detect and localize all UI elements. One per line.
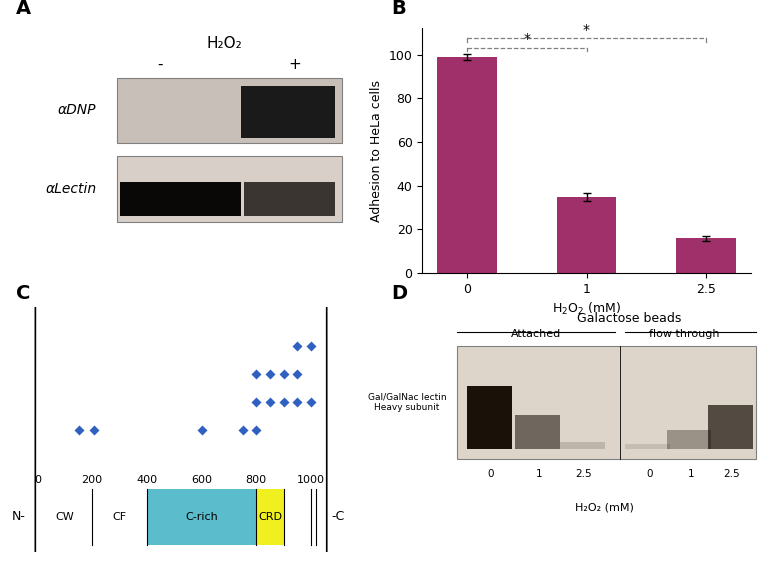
Bar [437,57,497,273]
Text: +: + [289,57,301,72]
FancyBboxPatch shape [457,347,756,459]
Bar [147,489,256,545]
FancyBboxPatch shape [626,444,670,449]
FancyBboxPatch shape [35,0,327,569]
Text: Galactose beads: Galactose beads [576,312,681,325]
Text: 1000: 1000 [297,475,325,485]
FancyBboxPatch shape [515,415,560,449]
Text: 0: 0 [646,469,653,479]
FancyBboxPatch shape [117,156,342,222]
Text: flow through: flow through [648,329,719,339]
Text: 2.5: 2.5 [576,469,592,479]
Text: A: A [16,0,30,18]
FancyBboxPatch shape [708,405,752,449]
Text: 800: 800 [246,475,267,485]
Text: H₂O₂: H₂O₂ [206,36,242,51]
FancyBboxPatch shape [241,85,335,138]
Text: αDNP: αDNP [58,104,96,117]
X-axis label: H$_2$O$_2$ (mM): H$_2$O$_2$ (mM) [552,302,621,318]
Text: 2.5: 2.5 [723,469,741,479]
Text: CW: CW [56,512,74,522]
Text: CRD: CRD [258,512,282,522]
FancyBboxPatch shape [244,183,335,216]
Text: 200: 200 [81,475,102,485]
Text: *: * [523,32,530,46]
Text: 1: 1 [536,469,543,479]
Text: N-: N- [11,510,25,523]
Text: Gal/GalNac lectin
Heavy subunit: Gal/GalNac lectin Heavy subunit [368,393,447,413]
Text: 1: 1 [687,469,694,479]
Text: H₂O₂ (mM): H₂O₂ (mM) [576,503,634,513]
Text: 0: 0 [34,475,41,485]
Text: B: B [391,0,406,18]
FancyBboxPatch shape [560,442,604,449]
Text: 400: 400 [136,475,157,485]
Text: D: D [391,284,407,303]
Bar [676,238,736,273]
Bar [557,197,616,273]
Text: 600: 600 [191,475,212,485]
Text: -: - [157,57,163,72]
Text: Attached: Attached [511,329,561,339]
Text: C-rich: C-rich [185,512,218,522]
Text: αLectin: αLectin [45,182,96,196]
FancyBboxPatch shape [666,430,712,449]
Text: 0: 0 [488,469,494,479]
FancyBboxPatch shape [467,386,511,449]
FancyBboxPatch shape [117,78,342,143]
Text: CF: CF [113,512,127,522]
FancyBboxPatch shape [120,183,241,216]
Text: *: * [583,23,590,36]
Bar [256,489,284,545]
Y-axis label: Adhesion to HeLa cells: Adhesion to HeLa cells [370,80,383,222]
Text: C: C [16,284,30,303]
Text: -C: -C [332,510,345,523]
